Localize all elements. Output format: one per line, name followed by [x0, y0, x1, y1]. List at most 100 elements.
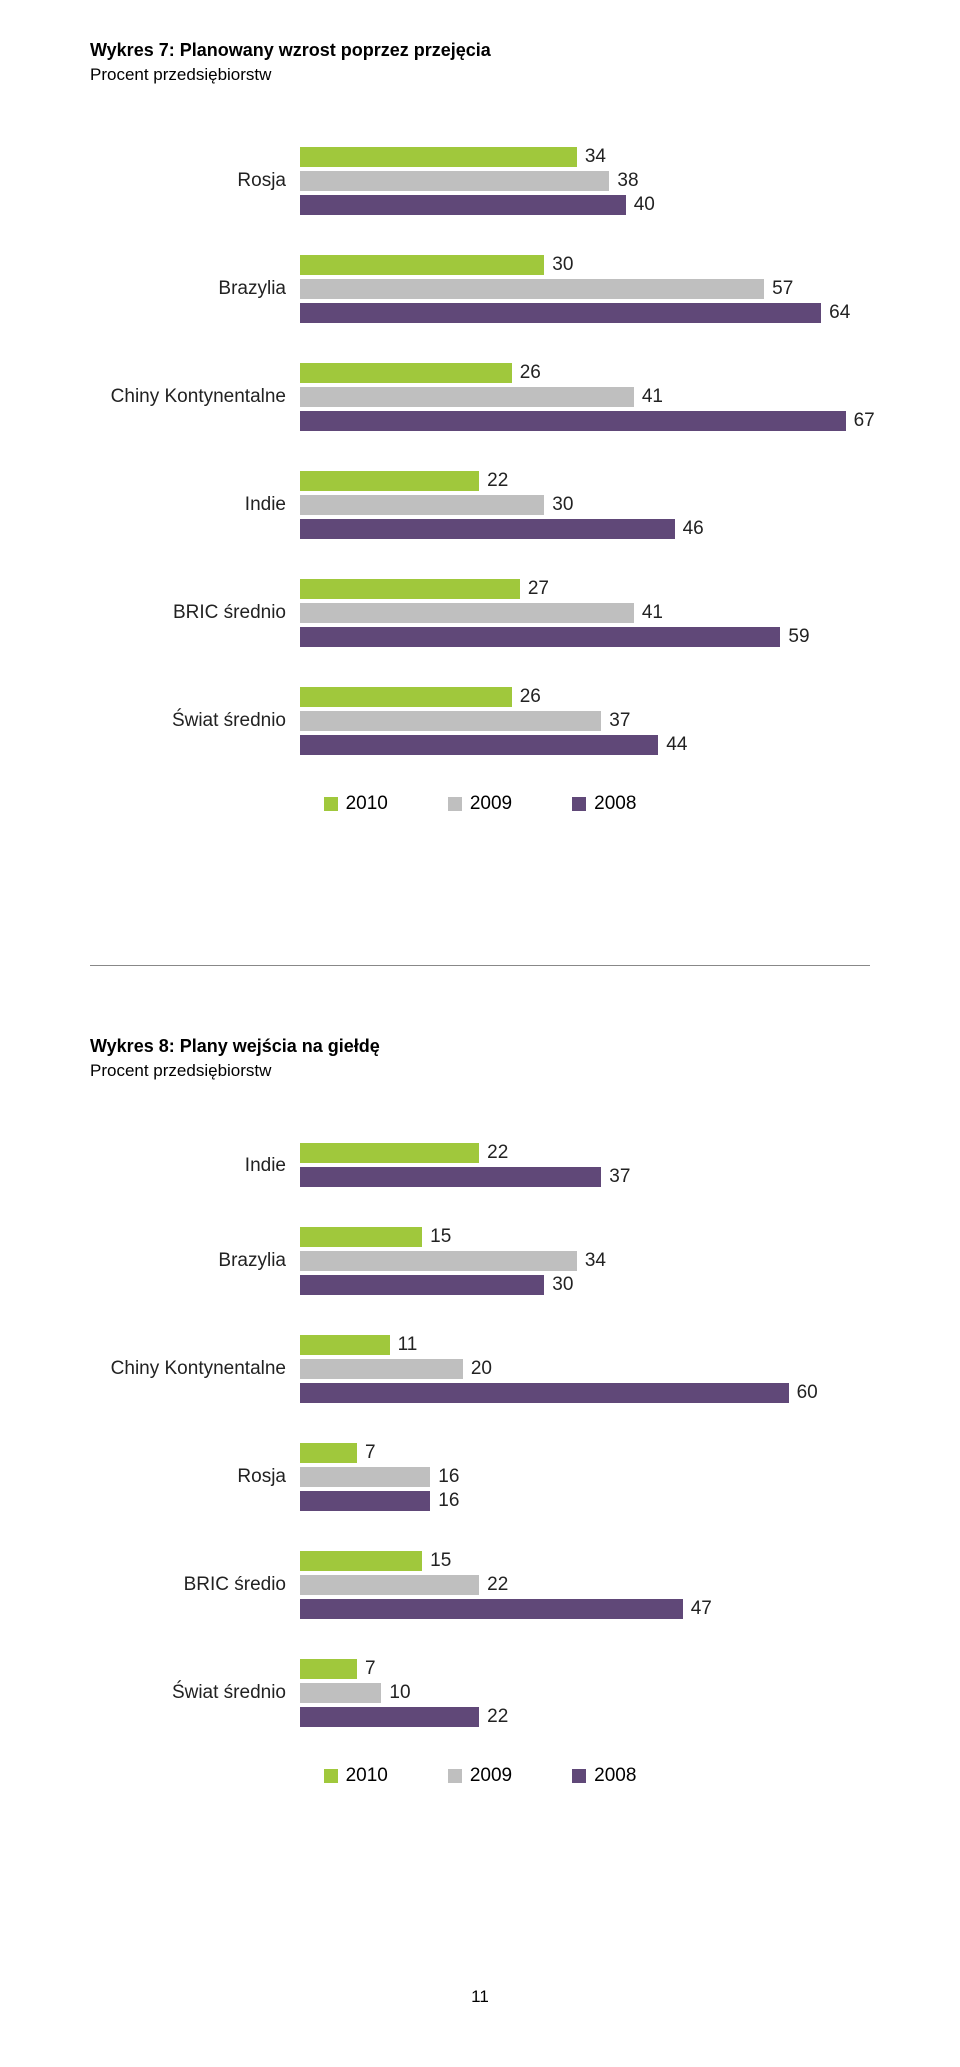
category-label: Świat średnio: [100, 1682, 300, 1704]
category-group: 30Brazylia5764: [100, 253, 870, 325]
legend-label: 2009: [470, 793, 512, 815]
chart-8-legend: 2010 2009 2008: [90, 1765, 870, 1787]
bar: 20: [300, 1359, 463, 1379]
bar-value-label: 30: [544, 1274, 573, 1296]
bar-row: BRIC średnio41: [100, 601, 870, 625]
bar: 59: [300, 627, 780, 647]
bar-value-label: 37: [601, 1166, 630, 1188]
chart-7-legend: 2010 2009 2008: [90, 793, 870, 815]
legend-item: 2008: [572, 793, 636, 815]
bar-track: 41: [300, 385, 870, 409]
bar: 11: [300, 1335, 390, 1355]
bar: 41: [300, 603, 634, 623]
chart-7: Wykres 7: Planowany wzrost poprzez przej…: [90, 40, 870, 815]
legend-item: 2010: [324, 1765, 388, 1787]
bar-row: 34: [100, 145, 870, 169]
legend-item: 2009: [448, 1765, 512, 1787]
bar-row: BRIC średio22: [100, 1573, 870, 1597]
bar-row: 7: [100, 1441, 870, 1465]
category-group: 11Chiny Kontynentalne2060: [100, 1333, 870, 1405]
bar-track: 22: [300, 469, 870, 493]
legend-label: 2010: [346, 793, 388, 815]
category-label: Brazylia: [100, 1250, 300, 1272]
bar-track: 22: [300, 1573, 870, 1597]
bar-row: 47: [100, 1597, 870, 1621]
bar-row: 22: [100, 1705, 870, 1729]
bar: 7: [300, 1659, 357, 1679]
bar: 15: [300, 1551, 422, 1571]
bar: 26: [300, 687, 512, 707]
chart-8-body: 22Indie3715Brazylia343011Chiny Kontynent…: [90, 1141, 870, 1729]
bar: 27: [300, 579, 520, 599]
bar-track: 16: [300, 1489, 870, 1513]
bar-value-label: 26: [512, 686, 541, 708]
bar-track: 30: [300, 253, 870, 277]
bar-row: 11: [100, 1333, 870, 1357]
category-label: BRIC średio: [100, 1574, 300, 1596]
category-group: 15BRIC średio2247: [100, 1549, 870, 1621]
bar-row: 15: [100, 1549, 870, 1573]
bar-value-label: 41: [634, 602, 663, 624]
page-number: 11: [90, 1987, 870, 2007]
bar: 47: [300, 1599, 683, 1619]
category-group: 15Brazylia3430: [100, 1225, 870, 1297]
bar-track: 7: [300, 1441, 870, 1465]
bar-track: 44: [300, 733, 870, 757]
category-label: Brazylia: [100, 278, 300, 300]
bar: 37: [300, 1167, 601, 1187]
bar-value-label: 22: [479, 470, 508, 492]
bar-track: 30: [300, 1273, 870, 1297]
bar-row: 60: [100, 1381, 870, 1405]
bar: 57: [300, 279, 764, 299]
bar-track: 67: [300, 409, 870, 433]
bar-value-label: 26: [512, 362, 541, 384]
bar-value-label: 11: [390, 1334, 418, 1356]
bar-value-label: 60: [789, 1382, 818, 1404]
bar-track: 15: [300, 1225, 870, 1249]
bar-track: 41: [300, 601, 870, 625]
bar: 60: [300, 1383, 789, 1403]
category-group: 7Rosja1616: [100, 1441, 870, 1513]
category-label: Rosja: [100, 170, 300, 192]
bar-track: 46: [300, 517, 870, 541]
legend-item: 2009: [448, 793, 512, 815]
bar-track: 37: [300, 709, 870, 733]
chart-7-title: Wykres 7: Planowany wzrost poprzez przej…: [90, 40, 870, 61]
bar-track: 38: [300, 169, 870, 193]
legend-item: 2010: [324, 793, 388, 815]
bar: 44: [300, 735, 658, 755]
bar: 34: [300, 1251, 577, 1271]
bar-row: 7: [100, 1657, 870, 1681]
bar-value-label: 59: [780, 626, 809, 648]
bar: 38: [300, 171, 609, 191]
bar-row: 46: [100, 517, 870, 541]
bar-row: Świat średnio37: [100, 709, 870, 733]
bar-row: Brazylia34: [100, 1249, 870, 1273]
bar-track: 37: [300, 1165, 870, 1189]
category-label: BRIC średnio: [100, 602, 300, 624]
bar-value-label: 15: [422, 1226, 451, 1248]
bar-row: Brazylia57: [100, 277, 870, 301]
bar-track: 27: [300, 577, 870, 601]
bar-row: Indie30: [100, 493, 870, 517]
legend-label: 2008: [594, 1765, 636, 1787]
legend-label: 2009: [470, 1765, 512, 1787]
bar: 22: [300, 1575, 479, 1595]
bar: 40: [300, 195, 626, 215]
bar-value-label: 47: [683, 1598, 712, 1620]
legend-label: 2010: [346, 1765, 388, 1787]
bar-row: 59: [100, 625, 870, 649]
bar: 16: [300, 1491, 430, 1511]
bar-track: 15: [300, 1549, 870, 1573]
bar-row: 40: [100, 193, 870, 217]
category-label: Chiny Kontynentalne: [100, 1358, 300, 1380]
bar: 10: [300, 1683, 381, 1703]
bar-value-label: 34: [577, 1250, 606, 1272]
bar: 16: [300, 1467, 430, 1487]
bar-row: Rosja38: [100, 169, 870, 193]
bar-track: 40: [300, 193, 870, 217]
bar-value-label: 30: [544, 254, 573, 276]
bar-track: 59: [300, 625, 870, 649]
bar-row: Chiny Kontynentalne41: [100, 385, 870, 409]
bar-row: 22: [100, 469, 870, 493]
